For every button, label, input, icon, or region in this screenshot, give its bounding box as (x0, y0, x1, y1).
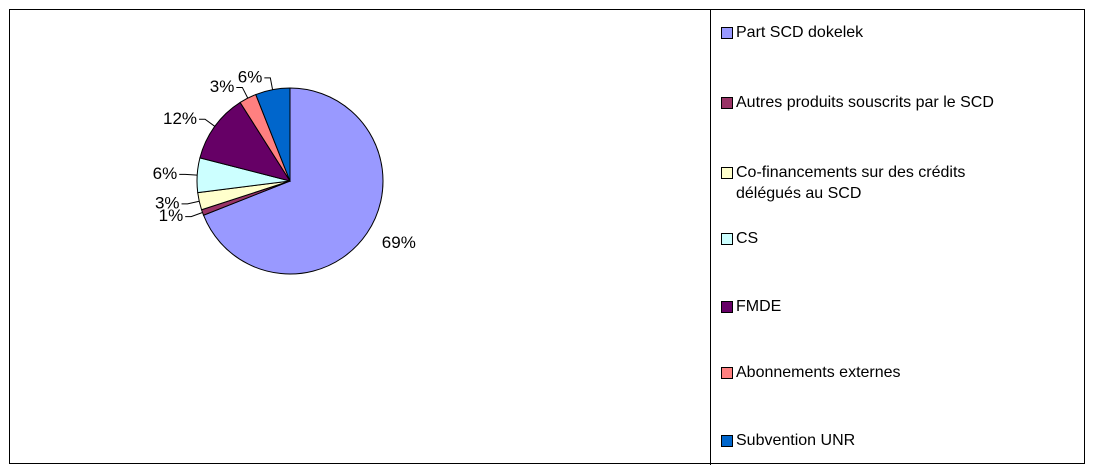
pie-slice (199, 101, 292, 182)
legend-swatch (721, 301, 733, 313)
legend-label: Subvention UNR (736, 432, 856, 449)
legend-item: Abonnements externes (721, 362, 1094, 383)
legend-swatch (721, 27, 733, 39)
legend-label: FMDE (736, 298, 782, 315)
legend-item: Autres produits souscrits par le SCD (721, 92, 1094, 113)
pie-slice (202, 87, 384, 275)
data-label: 6% (238, 67, 263, 86)
chart: 69% 1% 3% 6% 12% 3% 6% Part SCD dokelek Autres … (9, 9, 1086, 465)
pie-slice (255, 87, 291, 182)
legend-label: Co-financements sur des crédits délégués… (736, 164, 966, 202)
legend-item: Subvention UNR (721, 430, 1094, 451)
legend-swatch (721, 367, 733, 379)
data-label: 1% (159, 206, 184, 225)
legend-swatch (721, 233, 733, 245)
leader-line (199, 118, 216, 127)
legend-item: FMDE (721, 296, 1094, 317)
legend-swatch (721, 97, 733, 109)
data-label: 6% (153, 164, 178, 183)
legend-label: Abonnements externes (736, 364, 901, 381)
leader-line (181, 200, 200, 205)
data-label: 69% (382, 233, 416, 252)
leader-line (179, 173, 198, 176)
legend-item: Part SCD dokelek (721, 22, 1094, 43)
data-label: 3% (210, 77, 235, 96)
pie-area: 69%1%3%6%12%3%6% (153, 67, 416, 275)
legend-label: Autres produits souscrits par le SCD (736, 94, 994, 111)
legend: Part SCD dokelek Autres produits souscrit… (710, 10, 1086, 465)
leader-line (236, 86, 249, 99)
legend-item: CS (721, 228, 1094, 249)
data-label: 12% (163, 109, 197, 128)
legend-label: CS (736, 230, 759, 247)
legend-swatch (721, 167, 733, 179)
leader-line (185, 212, 203, 218)
legend-label: Part SCD dokelek (736, 24, 864, 41)
leader-line (264, 77, 274, 90)
legend-swatch (721, 435, 733, 447)
legend-item: Co-financements sur des crédits délégués… (721, 162, 996, 204)
data-label: 3% (155, 193, 180, 212)
